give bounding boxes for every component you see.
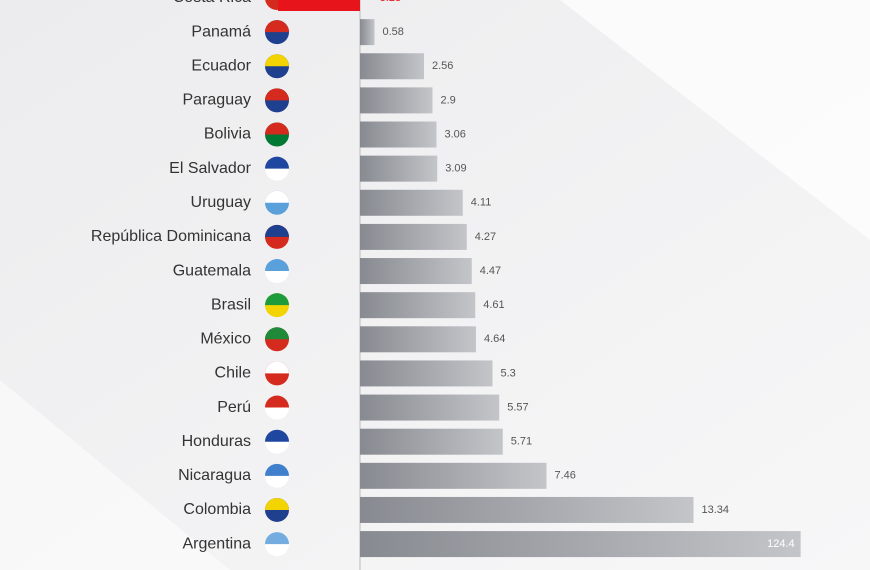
value-label: 5.57 xyxy=(507,401,528,413)
category-label: República Dominicana xyxy=(91,228,251,245)
value-label: 4.11 xyxy=(471,197,492,209)
flag xyxy=(265,361,289,374)
bar xyxy=(360,223,467,250)
bar xyxy=(360,292,476,319)
bar xyxy=(360,360,493,387)
bar xyxy=(360,531,801,558)
category-label: Colombia xyxy=(183,501,251,518)
flag xyxy=(265,395,289,408)
value-label: 4.27 xyxy=(475,231,496,243)
bar xyxy=(360,121,437,148)
category-label: El Salvador xyxy=(169,160,251,177)
bar xyxy=(360,258,472,285)
bar xyxy=(360,326,476,353)
flag xyxy=(265,293,289,306)
background-shape xyxy=(560,0,870,240)
flag xyxy=(265,122,289,135)
category-label: Ecuador xyxy=(191,57,251,74)
flag xyxy=(265,463,289,476)
flag xyxy=(265,190,289,203)
flag xyxy=(265,259,289,272)
value-label: 13.34 xyxy=(702,504,730,516)
value-label: 3.06 xyxy=(445,128,466,140)
value-label: 3.09 xyxy=(445,163,466,175)
category-label: Perú xyxy=(217,399,251,416)
value-label: 5.3 xyxy=(501,367,516,379)
category-label: México xyxy=(200,331,251,348)
bar xyxy=(360,428,503,455)
bar xyxy=(360,155,438,182)
flag xyxy=(265,327,289,340)
value-label: 0.58 xyxy=(383,26,404,38)
flag xyxy=(265,54,289,67)
value-label: 2.56 xyxy=(432,60,453,72)
flag xyxy=(265,88,289,101)
category-label: Brasil xyxy=(211,296,251,313)
category-label: Argentina xyxy=(183,535,252,552)
bar xyxy=(360,19,375,46)
value-label: 2.9 xyxy=(441,94,456,106)
category-label: Panamá xyxy=(191,23,251,40)
bar xyxy=(360,189,463,216)
flag xyxy=(265,156,289,169)
bar xyxy=(360,462,547,489)
flag xyxy=(265,429,289,442)
value-label: 4.61 xyxy=(483,299,504,311)
category-label: Uruguay xyxy=(191,194,251,211)
value-label: 5.71 xyxy=(511,436,532,448)
flag xyxy=(265,497,289,510)
category-label: Nicaragua xyxy=(178,467,251,484)
flag xyxy=(265,20,289,33)
category-label: Chile xyxy=(215,365,252,382)
value-label: 124.4 xyxy=(767,538,795,550)
flag xyxy=(265,532,289,545)
category-label: Bolivia xyxy=(204,126,251,143)
bar xyxy=(278,0,360,11)
background-shape xyxy=(0,380,230,570)
bar xyxy=(360,87,433,114)
category-label: Guatemala xyxy=(173,262,251,279)
value-label: 4.47 xyxy=(480,265,501,277)
category-label: Costa Rica xyxy=(173,0,251,6)
bar xyxy=(360,53,424,80)
flag xyxy=(265,224,289,237)
category-label: Honduras xyxy=(182,433,251,450)
category-label: Paraguay xyxy=(183,92,252,109)
bar xyxy=(360,394,500,421)
value-label: -3.28 xyxy=(376,0,401,4)
value-label: 7.46 xyxy=(555,470,576,482)
value-label: 4.64 xyxy=(484,333,505,345)
bar xyxy=(360,496,694,523)
